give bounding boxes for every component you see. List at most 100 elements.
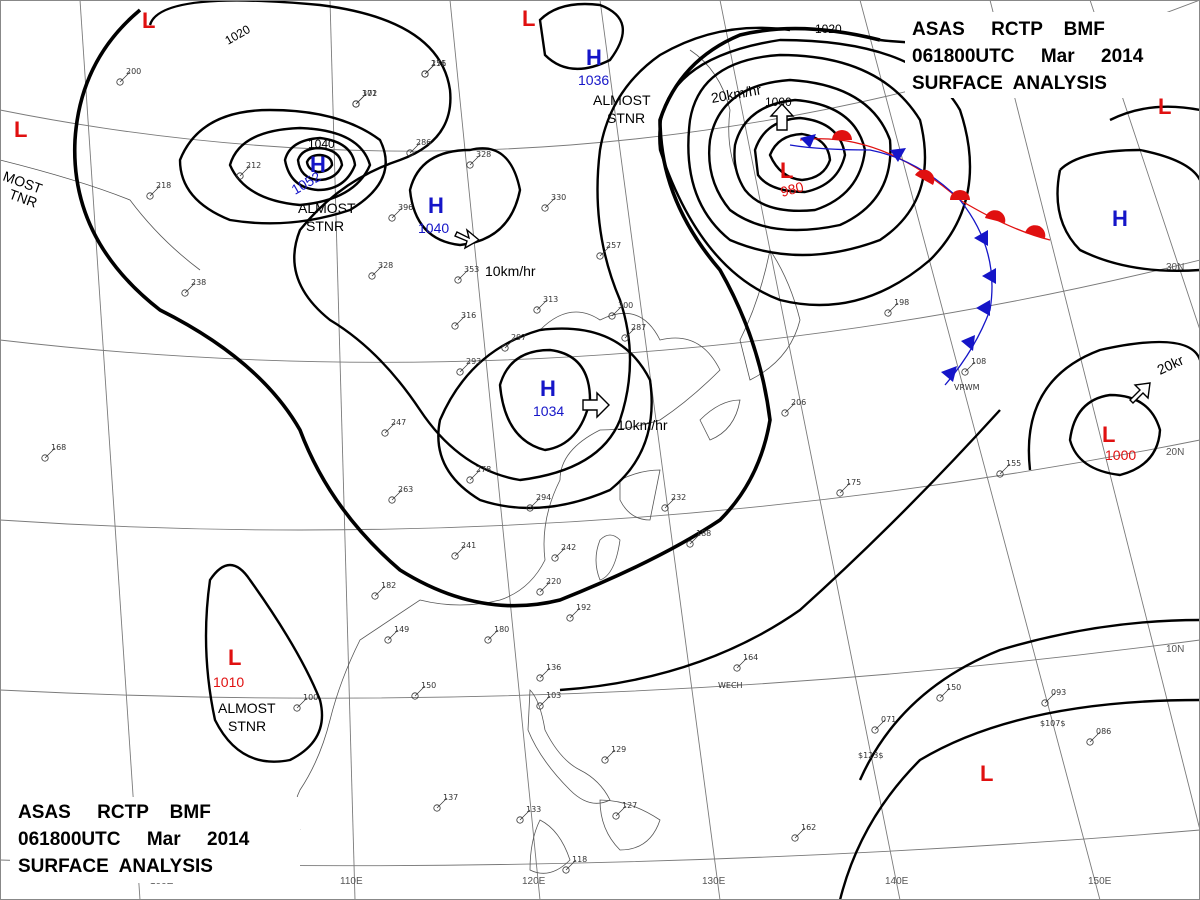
- station-pressure: 242: [561, 543, 576, 552]
- station-circle-icon: [536, 674, 544, 682]
- station-circle-icon: [146, 192, 154, 200]
- station-pressure: 287: [631, 323, 646, 332]
- station-plot: 168: [41, 443, 66, 462]
- wind-barb-icon: [239, 165, 251, 177]
- motion-label: 20kr: [1155, 352, 1187, 378]
- station-pressure: 297: [511, 333, 526, 342]
- station-plot: 263: [388, 485, 413, 504]
- station-plot: 188: [686, 529, 711, 548]
- station-pressure: 328: [378, 261, 393, 270]
- station-plot: 127: [612, 801, 637, 820]
- station-plot: 316: [451, 311, 476, 330]
- wind-barb-icon: [371, 265, 383, 277]
- station-circle-icon: [596, 252, 604, 260]
- motion-arrows: [454, 102, 1151, 419]
- wind-barb-icon: [355, 93, 367, 105]
- latitude-labels: 30N 20N 10N: [1166, 262, 1184, 655]
- wind-barb-icon: [519, 809, 531, 821]
- station-plot: 241: [451, 541, 476, 560]
- station-plots: 276 302 200 286 212 218 328 330 257 313 300 353 316 3…: [41, 59, 1111, 874]
- station-plot: 093: [1041, 688, 1066, 707]
- warm-front-semicircles: [832, 130, 1046, 238]
- station-pressure: 164: [743, 653, 758, 662]
- station-plot: 247: [381, 418, 406, 437]
- station-pressure: 232: [671, 493, 686, 502]
- low-pressure-center: L: [1102, 422, 1115, 447]
- wind-barb-icon: [624, 327, 636, 339]
- station-plot: 164: [733, 653, 758, 672]
- warm-front: [799, 138, 1051, 241]
- station-plot: 297: [501, 333, 526, 352]
- wind-barb-icon: [454, 545, 466, 557]
- motion-label: 20km/hr: [710, 81, 763, 106]
- station-pressure: 276: [431, 59, 446, 68]
- wind-barb-icon: [469, 469, 481, 481]
- station-plot: 278: [466, 465, 491, 484]
- lon-label: 110E: [340, 876, 363, 887]
- station-circle-icon: [454, 276, 462, 284]
- wind-barb-icon: [539, 581, 551, 593]
- low-pressure-center: L: [1158, 94, 1171, 119]
- motion-label: STNR: [306, 218, 344, 234]
- arrow-icon: [582, 391, 610, 419]
- header-line: 061800UTC Mar 2014: [912, 46, 1144, 67]
- station-pressure: 171: [362, 89, 377, 98]
- wind-barb-icon: [874, 719, 886, 731]
- station-pressure: 328: [476, 150, 491, 159]
- station-plot: 180: [484, 625, 509, 644]
- station-circle-icon: [516, 816, 524, 824]
- motion-label: ALMOST: [218, 700, 276, 716]
- station-plot: 238: [181, 278, 206, 297]
- wind-barb-icon: [689, 533, 701, 545]
- station-circle-icon: [961, 368, 969, 376]
- wind-barb-icon: [414, 685, 426, 697]
- station-plot: 129: [601, 745, 626, 764]
- station-circle-icon: [781, 409, 789, 417]
- station-circle-icon: [388, 214, 396, 222]
- wind-barb-icon: [615, 805, 627, 817]
- station-circle-icon: [381, 429, 389, 437]
- wind-barb-icon: [436, 797, 448, 809]
- wind-barb-icon: [529, 497, 541, 509]
- lat-label: 20N: [1166, 447, 1184, 458]
- station-circle-icon: [621, 334, 629, 342]
- wind-barb-icon: [504, 337, 516, 349]
- station-pressure: 136: [546, 663, 561, 672]
- station-circle-icon: [996, 470, 1004, 478]
- low-pressure-center: L: [522, 6, 535, 31]
- wind-barb-icon: [459, 361, 471, 373]
- cold-front: [944, 199, 993, 386]
- station-circle-icon: [791, 834, 799, 842]
- pressure-value: 980: [779, 178, 806, 200]
- station-circle-icon: [1041, 699, 1049, 707]
- station-circle-icon: [661, 504, 669, 512]
- station-plot: 330: [541, 193, 566, 212]
- station-plot: 155: [996, 459, 1021, 478]
- wind-barb-icon: [536, 299, 548, 311]
- isobar-label: 1000: [765, 95, 792, 109]
- station-plot: 100: [293, 693, 318, 712]
- wind-barb-icon: [664, 497, 676, 509]
- station-plot: 206: [781, 398, 806, 417]
- wind-barb-icon: [611, 305, 623, 317]
- lon-label: 130E: [702, 876, 726, 887]
- station-plot: 257: [596, 241, 621, 260]
- header-line: SURFACE ANALYSIS: [18, 856, 213, 877]
- station-circle-icon: [526, 504, 534, 512]
- station-circle-icon: [368, 272, 376, 280]
- header-line: ASAS RCTP BMF: [912, 19, 1105, 40]
- wind-barb-icon: [457, 269, 469, 281]
- station-circle-icon: [533, 306, 541, 314]
- station-pressure: 200: [126, 67, 141, 76]
- station-plot: 149: [384, 625, 409, 644]
- station-pressure: 257: [606, 241, 621, 250]
- wind-barb-icon: [539, 695, 551, 707]
- station-plot: 182: [371, 581, 396, 600]
- station-pressure: 137: [443, 793, 458, 802]
- station-circle-icon: [433, 804, 441, 812]
- station-circle-icon: [421, 70, 429, 78]
- pressure-value: 1034: [533, 403, 564, 419]
- station-plot: 162: [791, 823, 816, 842]
- station-circle-icon: [686, 540, 694, 548]
